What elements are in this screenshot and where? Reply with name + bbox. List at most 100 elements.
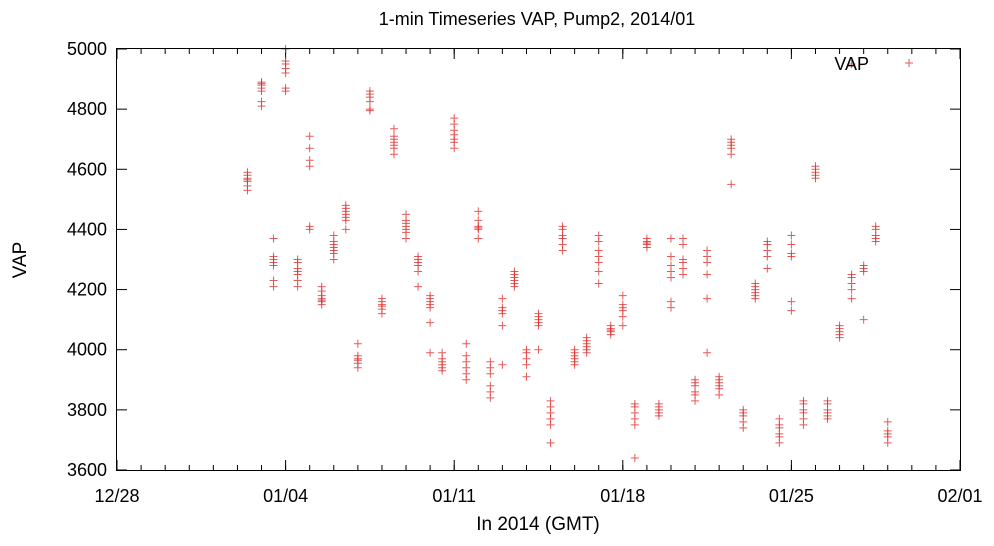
data-point [703,294,712,303]
x-tick-label: 01/11 [432,486,476,506]
data-point [305,156,314,165]
data-point [414,252,423,261]
data-point [486,381,495,390]
data-point [305,132,314,141]
data-point [462,351,471,360]
data-point [486,357,495,366]
data-point [281,84,290,93]
data-point [570,345,579,354]
legend-marker-vap [905,59,913,67]
data-point [847,270,856,279]
data-point [498,321,507,330]
data-point [317,282,326,291]
data-point [365,87,374,96]
data-point [787,231,796,240]
data-point [281,57,290,66]
data-point [618,291,627,300]
data-point [353,351,362,360]
data-point [305,222,314,231]
data-point [679,234,688,243]
data-point [257,78,266,87]
data-point [630,399,639,408]
data-point [243,168,252,177]
y-axis-label: VAP [10,242,31,279]
x-tick-label: 02/01 [937,486,982,506]
data-point [847,294,856,303]
data-point [438,348,447,357]
data-point [691,375,700,384]
data-point [269,234,278,243]
data-point [534,309,543,318]
data-point [546,438,555,447]
data-point [835,321,844,330]
data-point [606,321,615,330]
data-point [498,294,507,303]
data-point [859,261,868,270]
axis-ticks: 12/28 01/04 01/11 01/18 01/25 02/01 3600 3800 40… [67,39,983,506]
data-point [341,225,350,234]
data-point [618,300,627,309]
data-point [666,252,675,261]
data-point [594,267,603,276]
data-point [787,249,796,258]
y-tick-label: 4000 [67,340,107,360]
legend-label-vap: VAP [834,54,869,74]
data-point [450,114,459,123]
data-point [377,294,386,303]
x-axis-label: In 2014 (GMT) [476,514,600,535]
data-point [341,201,350,210]
data-point [474,234,483,243]
data-point [727,135,736,144]
data-point [462,339,471,348]
data-point [739,405,748,414]
data-point [847,60,856,69]
x-tick-label: 12/28 [94,486,139,506]
y-tick-label: 4800 [67,99,107,119]
y-tick-label: 4400 [67,219,107,239]
data-point [498,303,507,312]
data-point [558,222,567,231]
y-tick-label: 4200 [67,280,107,300]
data-point [474,207,483,216]
data-point [402,210,411,219]
data-point [293,255,302,264]
data-point [510,267,519,276]
data-point [594,231,603,240]
data-point [715,372,724,381]
data-point [498,360,507,369]
x-tick-label: 01/18 [600,486,645,506]
data-point [522,345,531,354]
data-point [883,426,892,435]
y-tick-label: 5000 [67,39,107,59]
data-point [679,255,688,264]
data-point [787,240,796,249]
data-point [703,270,712,279]
plot-frame [116,48,961,471]
y-tick-label: 3600 [67,460,107,480]
data-point [823,396,832,405]
x-tick-label: 01/25 [769,486,814,506]
data-point [257,97,266,106]
data-point [763,237,772,246]
data-point [775,414,784,423]
data-point [811,162,820,171]
data-point [871,222,880,231]
data-point [353,339,362,348]
data-point [474,216,483,225]
data-point [618,321,627,330]
data-point [799,396,808,405]
data-point [305,144,314,153]
data-point [389,124,398,133]
data-point [883,417,892,426]
data-point [426,291,435,300]
data-point [426,318,435,327]
data-point [594,279,603,288]
x-tick-label: 01/04 [263,486,308,506]
data-point [727,180,736,189]
data-point [630,453,639,462]
data-point [414,282,423,291]
data-point [365,105,374,114]
data-point [787,297,796,306]
